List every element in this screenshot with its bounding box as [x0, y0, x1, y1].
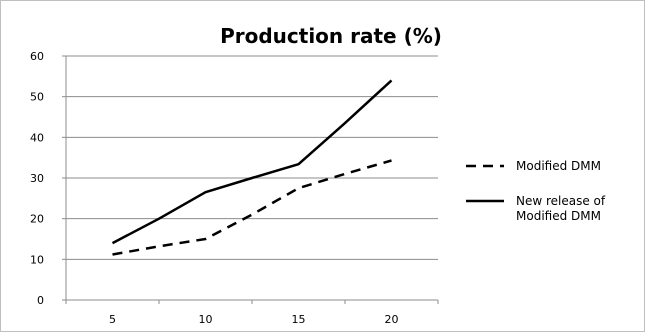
y-tick-label-30: 30	[30, 172, 44, 185]
grid-lines	[66, 55, 438, 260]
legend-label-2-line-1: New release of	[516, 194, 606, 208]
y-tick-label-60: 60	[30, 50, 44, 63]
y-tick-label-40: 40	[30, 131, 44, 144]
y-tick-label-50: 50	[30, 91, 44, 104]
series-layer	[111, 79, 393, 256]
legend-label-1: Modified DMM	[516, 159, 601, 173]
x-tick-label-10: 10	[199, 313, 213, 326]
axes: 0 10 20 30 40 50 60 5 10 15 20	[30, 50, 439, 326]
y-tick-label-0: 0	[37, 294, 44, 307]
x-tick-label-15: 15	[292, 313, 306, 326]
series-line-1	[112, 159, 392, 256]
legend-label-1-line-1: Modified DMM	[516, 159, 601, 173]
chart-title: Production rate (%)	[220, 24, 442, 48]
y-tick-label-10: 10	[30, 253, 44, 266]
x-tick-label-20: 20	[385, 313, 399, 326]
x-tick-label-5: 5	[109, 313, 116, 326]
series-line-2	[111, 79, 393, 245]
legend-label-2: New release of Modified DMM	[516, 194, 606, 223]
y-tick-label-20: 20	[30, 213, 44, 226]
legend-label-2-line-2: Modified DMM	[516, 209, 601, 223]
